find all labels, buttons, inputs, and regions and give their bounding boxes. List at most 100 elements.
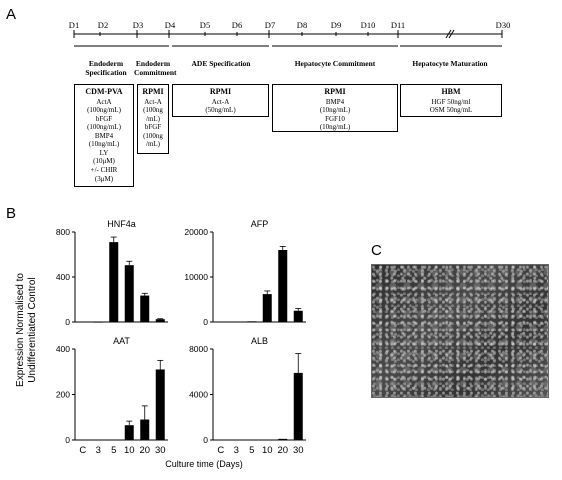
day-label: D6 [231,20,243,30]
stage-endoderm-commitment: Endoderm Commitment [134,59,177,77]
timeline-axis [73,29,503,47]
bar [155,369,165,440]
bar [293,372,303,440]
panel-label-b: B [6,205,17,222]
x-tick-label: 20 [277,445,288,456]
bar [93,322,103,323]
medium-line: LY [99,148,109,157]
x-tick-label: 10 [124,445,135,456]
day-label: D11 [390,20,406,30]
day-label: D4 [164,20,176,30]
x-tick-label: 30 [293,445,304,456]
bar [140,295,150,322]
medium-line: +/- CHIR [90,166,118,174]
y-tick-label: 400 [56,344,70,354]
y-tick-label: 4000 [189,390,208,400]
stage-endoderm-specification: Endoderm Specification [85,59,127,77]
medium-line: (10ng/mL) [88,140,120,149]
x-tick-label: C [79,445,86,456]
medium-line: BMP4 [94,131,114,140]
medium-line: (10ng/mL) [319,123,351,132]
medium-line: (100ng/mL) [87,106,121,115]
medium-title: CDM-PVA [85,87,123,96]
medium-line: bFGF [95,114,113,123]
y-tick-label: 0 [65,317,70,327]
bar [140,419,150,440]
bar [247,321,257,322]
bar [124,425,134,440]
y-tick-label: 800 [56,227,70,237]
medium-title: HBM [441,87,461,96]
bar [155,319,165,322]
bar [247,439,257,441]
x-tick-label: 3 [96,445,101,456]
medium-line: (100ng/mL) [87,123,121,132]
medium-line: (50ng/mL) [205,106,236,115]
x-tick-label: 3 [234,445,239,456]
bar [109,242,119,322]
medium-box-rpmi-hepatocyte: RPMI BMP4 (10ng/mL) FGF10 (10ng/mL) [272,84,398,132]
bar [78,439,88,441]
y-tick-label: 200 [56,390,70,400]
medium-line: Act-A [211,97,230,106]
stage-ade-specification: ADE Specification [191,59,251,68]
medium-line: /mL) [146,140,160,149]
y-axis-title-line1: Expression Normalised to [15,273,26,387]
day-label: D7 [264,20,276,30]
bar [293,310,303,322]
day-label: D8 [296,20,308,30]
y-tick-label: 8000 [189,344,208,354]
medium-line: Act-A [144,97,162,106]
bar [262,294,272,322]
x-axis-title: Culture time (Days) [165,459,243,469]
bar [78,321,88,323]
x-tick-label: 30 [155,445,166,456]
x-tick-label: 5 [249,445,254,456]
bar [93,439,103,441]
y-tick-label: 10000 [184,272,208,282]
stage-hepatocyte-commitment: Hepatocyte Commitment [294,59,376,68]
x-tick-label: C [217,445,224,456]
panel-label-c: C [371,242,382,259]
medium-line: (10ng/mL) [319,106,351,115]
medium-line: (10μM) [93,157,115,166]
bar [216,439,226,441]
bar [124,265,134,322]
medium-line: (100ng [143,131,163,140]
medium-line: bFGF [144,123,162,132]
medium-line: FGF10 [325,114,345,123]
y-axis-title-line2: Undifferentiated Control [27,277,38,382]
day-label: D3 [132,20,144,30]
y-tick-label: 0 [203,317,208,327]
chart-title: AFP [251,219,269,229]
medium-line: (100ng [143,106,163,115]
y-tick-label: 20000 [184,227,208,237]
medium-line: BMP4 [325,97,345,106]
day-label: D9 [330,20,342,30]
x-tick-label: 5 [111,445,116,456]
x-tick-label: 20 [139,445,150,456]
medium-title: RPMI [324,87,346,96]
y-tick-label: 400 [56,272,70,282]
medium-box-hbm: HBM HGF 50ng/ml OSM 50ng/mL [400,84,502,117]
bar [231,439,241,441]
bar [278,250,288,322]
medium-title: RPMI [209,87,232,96]
day-label: D1 [68,20,80,30]
medium-box-cdm-pva: CDM-PVA ActA (100ng/mL) bFGF (100ng/mL) … [74,84,134,187]
panel-label-a: A [6,6,17,23]
y-tick-label: 0 [65,435,70,445]
day-label: D5 [199,20,211,30]
bar [262,439,272,441]
micrograph-image [371,264,549,398]
bar [278,438,288,440]
medium-line: /mL) [146,114,160,123]
day-label: D30 [495,20,511,30]
medium-box-rpmi-commitment: RPMI Act-A (100ng /mL) bFGF (100ng /mL) [137,84,169,154]
chart-title: HNF4a [107,219,136,229]
x-tick-label: 10 [262,445,273,456]
stage-hepatocyte-maturation: Hepatocyte Maturation [412,59,488,68]
medium-line: HGF 50ng/ml [431,97,471,106]
